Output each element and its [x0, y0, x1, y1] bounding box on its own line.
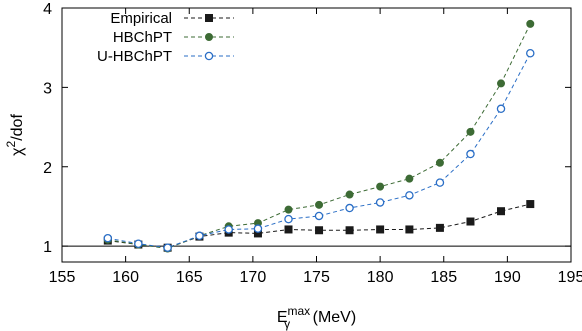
data-point	[315, 200, 324, 209]
data-point	[284, 205, 293, 214]
data-point	[163, 243, 172, 252]
series-line	[107, 203, 531, 249]
data-point	[195, 231, 204, 241]
y-axis-label: χ2/dof	[4, 114, 26, 156]
x-tick-label: 190	[494, 269, 521, 286]
x-tick-label: 195	[558, 269, 582, 286]
data-point	[345, 190, 354, 199]
data-point	[405, 225, 414, 234]
data-point	[466, 127, 475, 136]
data-point	[375, 198, 385, 207]
data-point	[466, 217, 475, 226]
series-line	[107, 52, 531, 249]
axes-layer: 155 160 165 170 175 180 185 190 195 1 2 3 4	[43, 1, 582, 286]
data-point	[253, 224, 263, 233]
plot-frame	[61, 7, 572, 263]
x-tick-label: 180	[367, 269, 394, 286]
data-point	[314, 211, 324, 221]
data-point	[497, 79, 506, 88]
data-point	[435, 158, 444, 167]
legend-label: HBChPT	[113, 29, 172, 46]
data-point	[466, 149, 475, 159]
data-point	[204, 51, 214, 61]
x-tick-label: 170	[240, 269, 267, 286]
data-point	[284, 225, 293, 234]
legend-label: Empirical	[110, 10, 172, 27]
data-point	[526, 48, 535, 58]
x-tick-label: 155	[49, 269, 76, 286]
legend: Empirical HBChPT U-HBChPT	[97, 10, 234, 65]
axis-labels: Emax γ (MeV) χ2/dof	[4, 114, 356, 331]
y-tick-label: 1	[43, 239, 52, 256]
data-point	[345, 203, 354, 213]
data-point	[497, 207, 506, 216]
data-point	[205, 14, 213, 22]
x-axis-label: Emax γ (MeV)	[277, 304, 356, 331]
y-tick-label: 4	[43, 1, 52, 18]
legend-label: U-HBChPT	[97, 48, 172, 65]
x-tick-label: 165	[176, 269, 203, 286]
data-point	[376, 182, 385, 191]
data-point	[315, 226, 324, 235]
y-tick-label: 2	[43, 160, 52, 177]
data-point	[345, 226, 354, 235]
x-tick-label: 175	[303, 269, 330, 286]
data-point	[376, 225, 385, 234]
data-point	[405, 191, 414, 200]
data-point	[134, 239, 143, 248]
data-point	[103, 233, 113, 243]
data-point	[205, 33, 213, 41]
data-point	[526, 200, 535, 209]
x-tick-label: 160	[112, 269, 139, 286]
series-layer	[103, 19, 535, 253]
data-point	[405, 174, 414, 183]
data-point	[435, 178, 445, 187]
data-point	[224, 225, 233, 234]
data-point	[284, 214, 293, 224]
data-point	[526, 19, 535, 28]
data-point	[496, 104, 506, 114]
data-point	[435, 223, 444, 232]
x-tick-label: 185	[430, 269, 457, 286]
y-tick-label: 3	[43, 80, 52, 97]
